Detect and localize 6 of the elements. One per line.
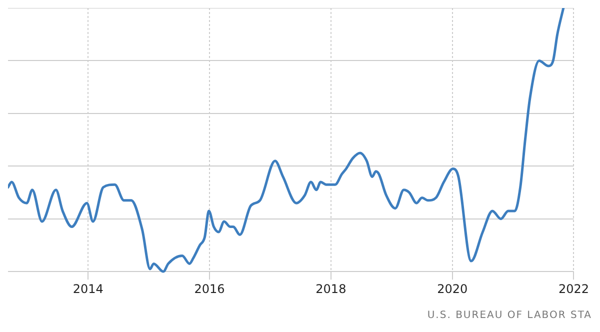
x-tick-label: 2016 [194,282,225,296]
text: U.S. BUREAU OF LABOR STA [426,310,592,321]
x-tick-label: 2014 [72,282,104,296]
x-tick-label: 2018 [316,282,346,296]
x-tick-label: 2022 [558,282,590,296]
x-tick-label: 2020 [437,282,468,296]
